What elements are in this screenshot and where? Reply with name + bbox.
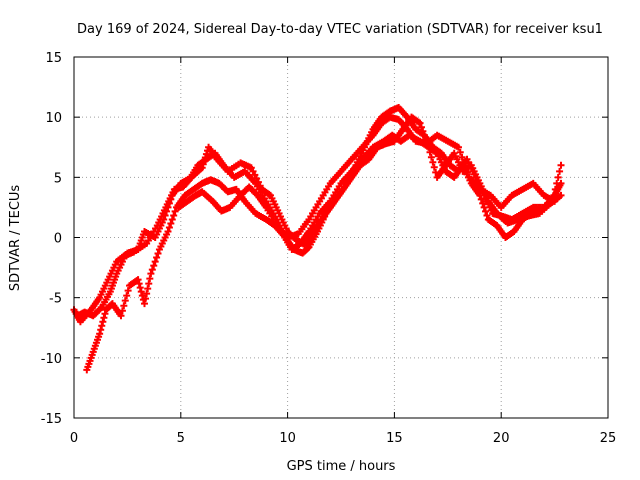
data-point <box>550 191 558 199</box>
y-tick-label: -10 <box>41 352 62 367</box>
data-point <box>170 211 178 219</box>
data-point <box>147 270 155 278</box>
x-tick-label: 20 <box>493 431 510 446</box>
data-point <box>124 287 132 295</box>
data-point <box>136 284 144 292</box>
series-arc-4 <box>175 113 559 241</box>
data-point <box>123 292 131 300</box>
y-tick-label: -5 <box>49 292 62 307</box>
data-point <box>463 168 471 176</box>
data-point <box>460 158 468 166</box>
data-point <box>101 310 109 318</box>
data-point <box>557 191 565 199</box>
data-point <box>171 207 179 215</box>
data-point <box>551 197 559 205</box>
y-tick-label: 0 <box>54 232 62 247</box>
data-point <box>417 123 425 131</box>
y-tick-label: -15 <box>41 412 62 427</box>
data-point <box>454 143 462 151</box>
data-point <box>145 280 153 288</box>
y-tick-label: 10 <box>45 111 62 126</box>
data-point <box>137 288 145 296</box>
data-point <box>482 207 490 215</box>
y-tick-label: 5 <box>54 171 62 186</box>
data-point <box>120 302 128 310</box>
data-point <box>135 280 143 288</box>
data-point <box>304 244 312 252</box>
data-point <box>150 262 158 270</box>
data-point <box>99 318 107 326</box>
data-point <box>96 330 104 338</box>
data-point <box>483 211 491 219</box>
x-tick-label: 0 <box>70 431 78 446</box>
y-axis-label: SDTVAR / TECUs <box>8 185 23 292</box>
series-arc-2 <box>83 131 565 374</box>
data-point <box>480 203 488 211</box>
y-tick-label: 15 <box>45 51 62 66</box>
data-point <box>98 322 106 330</box>
data-point <box>140 300 148 308</box>
data-point <box>153 254 161 262</box>
data-point <box>249 167 257 175</box>
x-tick-label: 5 <box>177 431 185 446</box>
data-point <box>134 276 142 284</box>
data-point <box>144 285 152 293</box>
x-tick-label: 10 <box>279 431 296 446</box>
data-point <box>154 250 162 258</box>
data-point <box>251 171 259 179</box>
data-point <box>479 199 487 207</box>
chart-title: Day 169 of 2024, Sidereal Day-to-day VTE… <box>77 22 603 37</box>
data-point <box>167 219 175 227</box>
data-point <box>557 161 565 169</box>
data-point <box>168 215 176 223</box>
data-point <box>151 258 159 266</box>
data-point <box>419 127 427 135</box>
data-point <box>148 266 156 274</box>
data-point <box>416 119 424 127</box>
data-point <box>100 314 108 322</box>
x-axis-label: GPS time / hours <box>287 459 396 474</box>
data-point <box>430 163 438 171</box>
data-point <box>556 167 564 175</box>
data-point <box>117 312 125 320</box>
data-point <box>462 163 470 171</box>
data-point <box>426 148 434 156</box>
data-point <box>143 290 151 298</box>
data-point <box>429 158 437 166</box>
x-tick-label: 25 <box>600 431 617 446</box>
x-tick-label: 15 <box>386 431 403 446</box>
data-point <box>118 307 126 315</box>
data-point <box>184 177 192 185</box>
data-point <box>554 173 562 181</box>
data-layer <box>70 104 565 374</box>
data-point <box>97 326 105 334</box>
data-point <box>165 223 173 231</box>
axis-ticks: 0 5 10 15 20 25 -15 -10 -5 0 5 10 15 <box>41 51 617 446</box>
data-point <box>458 153 466 161</box>
data-point <box>247 164 255 172</box>
data-point <box>427 153 435 161</box>
data-point <box>146 275 154 283</box>
data-point <box>164 227 172 235</box>
data-point <box>142 295 150 303</box>
data-point <box>551 185 559 193</box>
data-point <box>553 179 561 187</box>
data-point <box>121 297 129 305</box>
data-point <box>456 148 464 156</box>
data-point <box>420 131 428 139</box>
data-point <box>477 195 485 203</box>
